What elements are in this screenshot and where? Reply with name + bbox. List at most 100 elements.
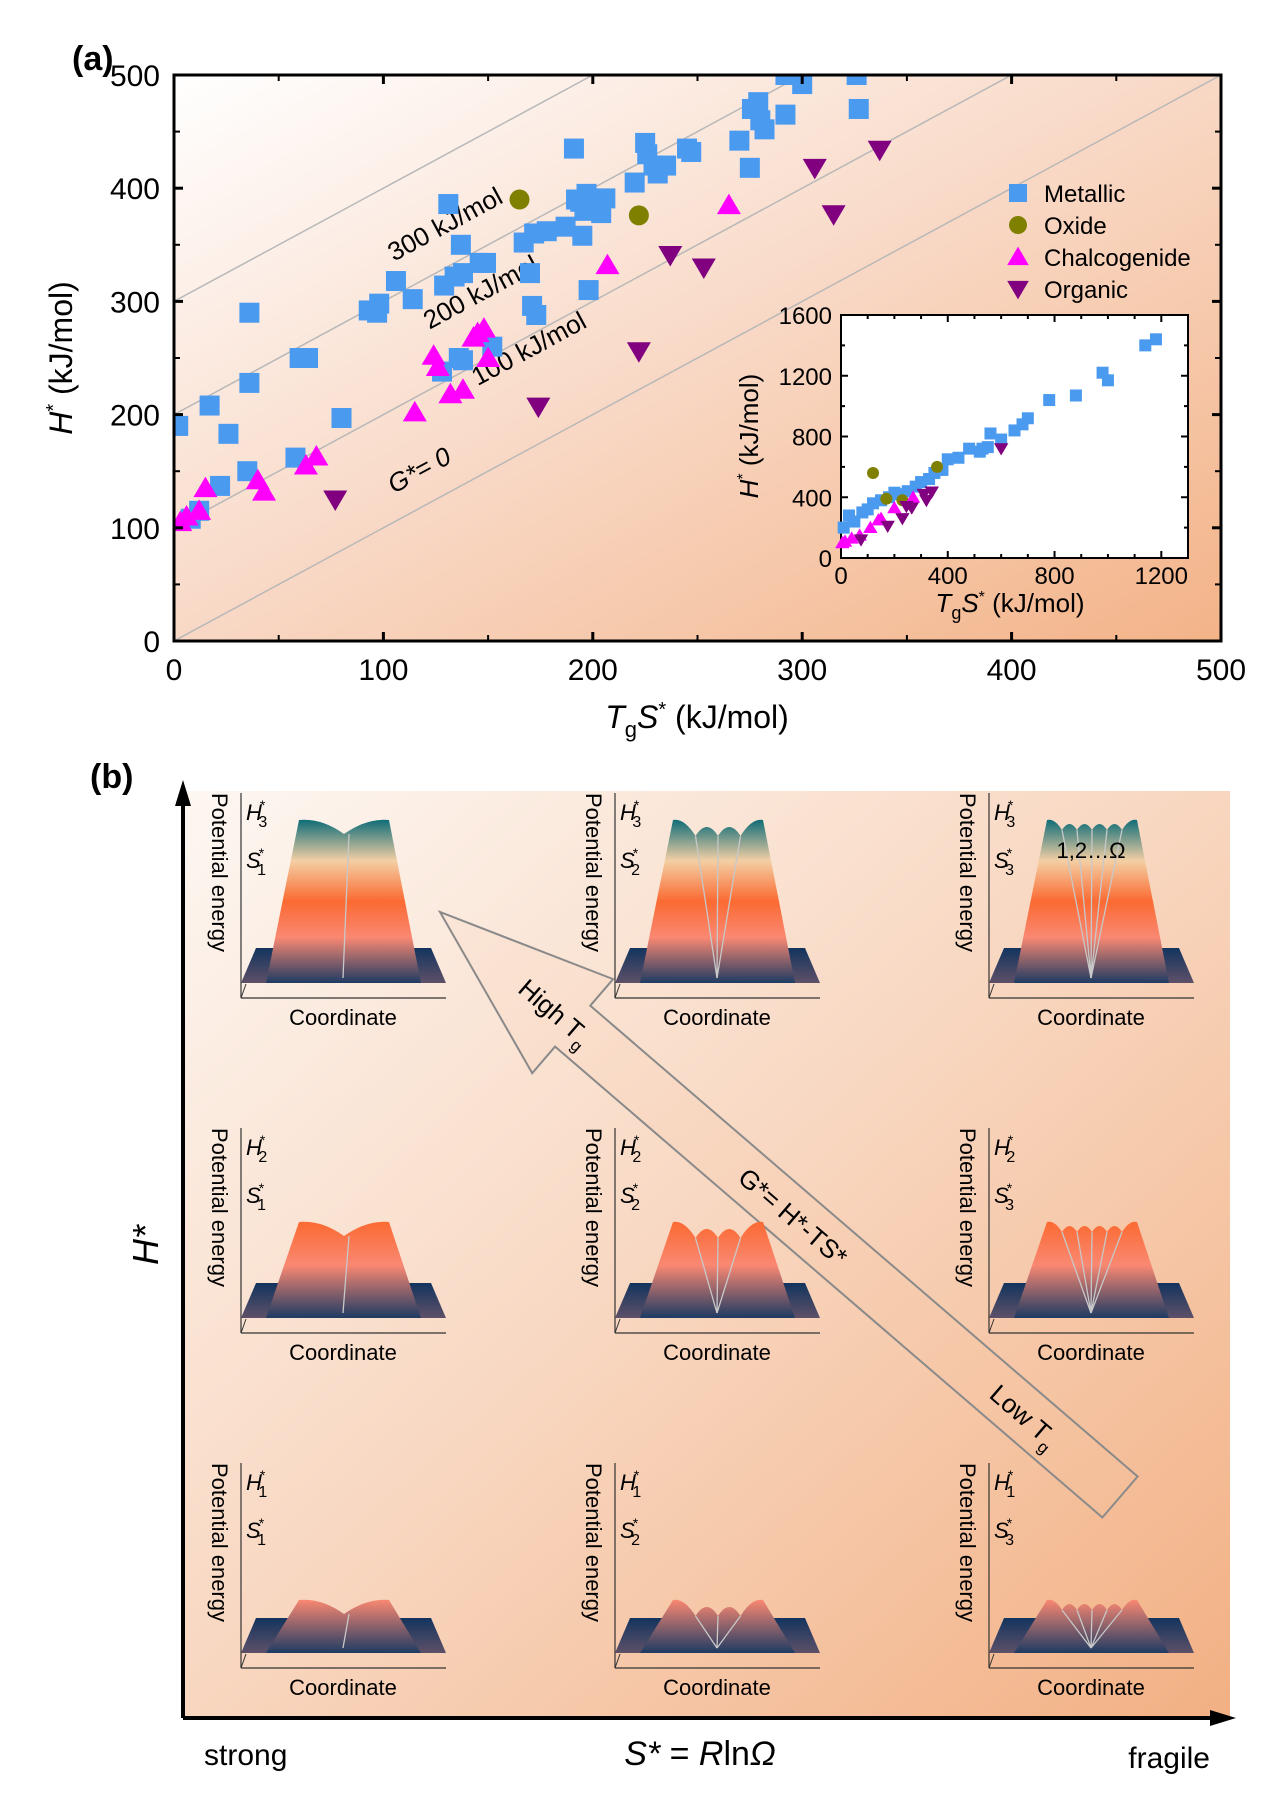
inset-x-tick-label: 1200 bbox=[1135, 563, 1188, 590]
point-metallic bbox=[526, 304, 547, 325]
s-star-label: S* 2 bbox=[620, 1515, 640, 1549]
h-star: * bbox=[260, 1132, 266, 1148]
y-tick-label: 100 bbox=[110, 513, 160, 546]
point-chalcogenide bbox=[716, 193, 741, 215]
point-metallic bbox=[578, 280, 599, 301]
transition-path bbox=[1061, 829, 1092, 979]
inset-y-axis-title: H* (kJ/mol) bbox=[734, 374, 764, 499]
s-star-label: S* 1 bbox=[246, 1515, 266, 1549]
transition-path bbox=[1061, 1231, 1092, 1314]
s-subscript: 2 bbox=[631, 1532, 640, 1549]
point-metallic bbox=[739, 157, 760, 178]
point-chalcogenide bbox=[595, 253, 620, 275]
potential-energy-label: Potential energy bbox=[581, 793, 606, 952]
h-star-label: H* 1 bbox=[994, 1467, 1015, 1501]
transition-path bbox=[1090, 1231, 1108, 1314]
inset-x-tick-label: 800 bbox=[1035, 563, 1075, 590]
potential-energy-label: Potential energy bbox=[955, 793, 980, 952]
transition-path bbox=[1076, 1609, 1092, 1649]
point-organic bbox=[526, 397, 551, 419]
h-subscript: 1 bbox=[258, 1484, 267, 1501]
inset-point-metallic bbox=[1139, 339, 1152, 352]
inset-point-metallic bbox=[981, 441, 994, 454]
inset-point-metallic bbox=[963, 442, 976, 455]
point-metallic bbox=[572, 225, 593, 246]
inset-point-metallic bbox=[995, 433, 1008, 446]
s-letter: S bbox=[994, 1183, 1009, 1208]
inset-point-organic bbox=[919, 494, 934, 508]
inset-point-metallic bbox=[952, 451, 965, 464]
x-tick-label: 300 bbox=[777, 654, 827, 687]
legend-label-metallic: Metallic bbox=[1044, 181, 1125, 208]
s-star-label: S* 1 bbox=[246, 845, 266, 879]
potential-energy-label: Potential energy bbox=[581, 1463, 606, 1622]
h-star: * bbox=[634, 797, 640, 813]
point-metallic bbox=[775, 75, 796, 85]
h-star: * bbox=[634, 1132, 640, 1148]
point-metallic bbox=[210, 475, 231, 496]
x-tick-label: 0 bbox=[166, 654, 183, 687]
h-letter: H bbox=[246, 1470, 262, 1495]
inset-x-tick-label: 400 bbox=[928, 563, 968, 590]
cell-z-axis bbox=[240, 1318, 247, 1334]
inset-chart: 0 400 800 1200 0 400 800 1200 1600 TgS* (kJ/mol)… bbox=[734, 303, 1189, 623]
legend-marker-oxide bbox=[1009, 216, 1027, 234]
s-star-label: S* 2 bbox=[620, 1180, 640, 1214]
point-metallic bbox=[331, 407, 352, 428]
point-metallic bbox=[239, 302, 260, 323]
inset-point-organic bbox=[853, 534, 869, 547]
point-chalcogenide bbox=[193, 476, 218, 498]
fragile-label: fragile bbox=[1128, 1742, 1210, 1775]
x-tick-label: 200 bbox=[568, 654, 618, 687]
x-title-omega: Ω bbox=[750, 1735, 776, 1773]
point-oxide bbox=[628, 205, 649, 226]
h-star-label: H* 1 bbox=[620, 1467, 641, 1501]
panel-b-x-arrowhead bbox=[1210, 1710, 1236, 1726]
transition-path bbox=[1090, 1609, 1123, 1649]
potential-energy-label: Potential energy bbox=[207, 1463, 232, 1622]
point-metallic bbox=[298, 348, 319, 368]
s-star: * bbox=[259, 845, 265, 861]
h-subscript: 2 bbox=[1006, 1149, 1015, 1166]
s-star-label: S* 1 bbox=[246, 1180, 266, 1214]
inset-point-oxide bbox=[867, 466, 880, 479]
h-letter: H bbox=[246, 1135, 262, 1160]
s-letter: S bbox=[620, 848, 635, 873]
x-title-r: R bbox=[699, 1735, 724, 1773]
s-star-label: S* 3 bbox=[994, 1515, 1014, 1549]
point-organic bbox=[867, 140, 892, 162]
transition-path bbox=[1090, 1231, 1123, 1314]
transition-path bbox=[1090, 829, 1093, 979]
inset-point-metallic bbox=[843, 509, 856, 522]
h-subscript: 3 bbox=[1006, 814, 1015, 831]
h-letter: H bbox=[620, 1135, 636, 1160]
main-y-axis-title: H* (kJ/mol) bbox=[43, 281, 79, 435]
microstates-annotation: 1,2…Ω bbox=[1056, 838, 1125, 863]
h-star-label: H* 3 bbox=[620, 797, 641, 831]
point-metallic bbox=[476, 252, 497, 273]
transition-path bbox=[1090, 829, 1123, 979]
point-metallic bbox=[754, 119, 775, 140]
point-metallic bbox=[775, 104, 796, 125]
s-letter: S bbox=[246, 848, 261, 873]
point-organic bbox=[323, 490, 348, 511]
h-subscript: 3 bbox=[632, 814, 641, 831]
transition-path bbox=[694, 1237, 718, 1314]
coordinate-label: Coordinate bbox=[663, 1340, 771, 1365]
x-tick-label: 400 bbox=[987, 654, 1037, 687]
iso-line-300 bbox=[174, 75, 594, 303]
transition-path bbox=[1061, 1609, 1092, 1649]
coordinate-label: Coordinate bbox=[1037, 1340, 1145, 1365]
point-metallic bbox=[199, 395, 220, 416]
h-letter: H bbox=[620, 800, 636, 825]
coordinate-label: Coordinate bbox=[289, 1340, 397, 1365]
transition-path bbox=[694, 835, 718, 979]
potential-energy-label: Potential energy bbox=[207, 1128, 232, 1287]
s-subscript: 3 bbox=[1005, 862, 1014, 879]
x-tick-label: 100 bbox=[358, 654, 408, 687]
point-chalcogenide bbox=[450, 378, 475, 399]
point-organic bbox=[658, 245, 683, 267]
point-organic bbox=[802, 158, 827, 180]
